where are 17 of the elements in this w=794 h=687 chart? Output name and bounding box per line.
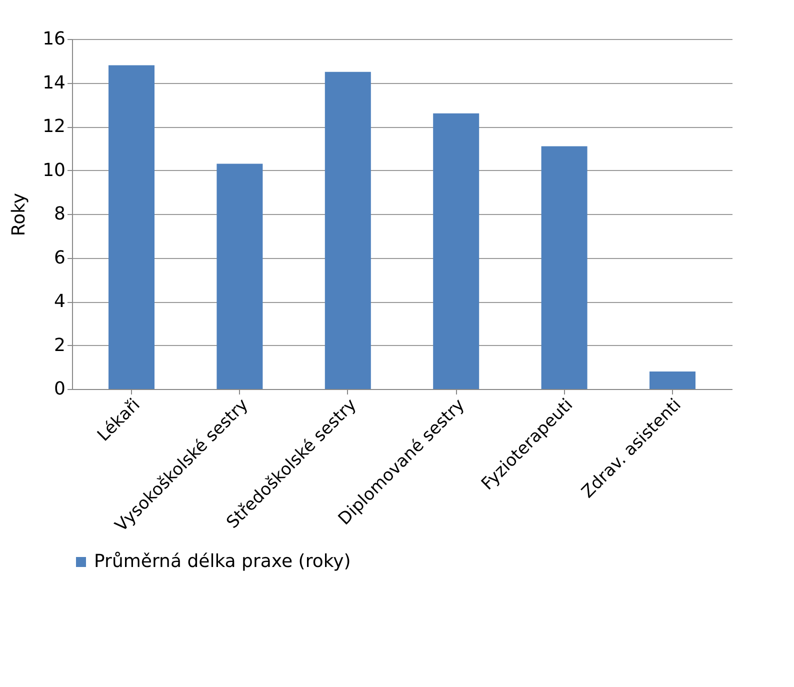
- y-tick-label: 4: [54, 291, 66, 312]
- y-tick-label: 0: [54, 378, 66, 400]
- bar: [649, 372, 696, 389]
- y-tick-label: 16: [42, 28, 66, 50]
- y-tick-label: 2: [54, 334, 66, 356]
- bar: [216, 164, 263, 389]
- y-tick-label: 8: [54, 204, 66, 224]
- bar: [541, 146, 588, 389]
- y-tick-label: 12: [42, 116, 66, 137]
- bar: [324, 72, 371, 389]
- y-axis-title: Roky: [8, 192, 30, 236]
- bar: [108, 65, 155, 389]
- y-tick-label: 10: [42, 160, 66, 181]
- legend-label: Průměrná délka praxe (roky): [94, 551, 351, 572]
- y-tick-label: 14: [42, 72, 66, 94]
- bar: [433, 113, 480, 389]
- y-tick-label: 6: [54, 247, 66, 268]
